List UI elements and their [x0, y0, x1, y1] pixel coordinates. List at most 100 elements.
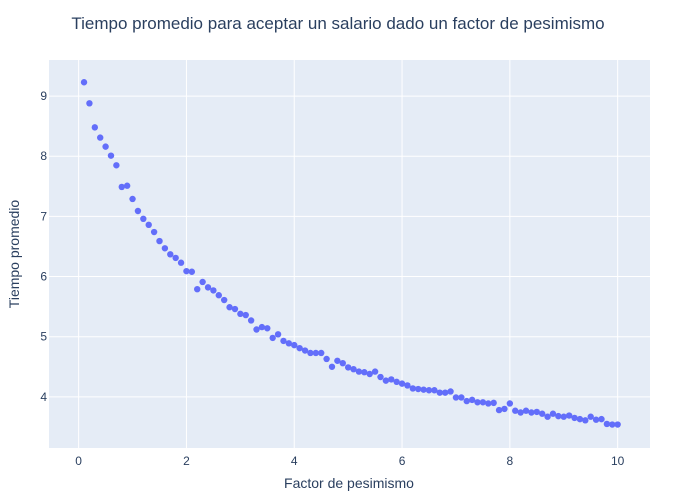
data-point: [210, 287, 217, 294]
y-tick-label: 9: [40, 89, 47, 103]
data-point: [318, 349, 325, 357]
data-point: [199, 278, 206, 286]
y-tick-label: 8: [40, 149, 47, 163]
data-point: [264, 325, 271, 332]
data-point: [425, 387, 433, 394]
plot-area: [49, 60, 650, 448]
data-point: [118, 183, 125, 191]
data-point: [506, 400, 514, 407]
data-points: [80, 79, 621, 428]
data-point: [177, 259, 185, 266]
data-point: [371, 368, 379, 375]
data-point: [598, 415, 605, 423]
data-point: [436, 389, 443, 396]
data-point: [517, 409, 524, 416]
data-point: [479, 399, 487, 406]
data-point: [296, 344, 303, 352]
data-point: [194, 285, 201, 293]
data-point: [609, 421, 616, 428]
data-point: [528, 409, 535, 416]
data-point: [468, 396, 476, 404]
data-point: [382, 377, 390, 384]
data-point: [80, 79, 88, 86]
data-point: [587, 413, 594, 420]
data-point: [237, 310, 244, 318]
grid-lines: [49, 60, 650, 448]
data-point: [458, 394, 465, 401]
data-point: [404, 382, 411, 389]
data-point: [495, 406, 503, 414]
data-point: [582, 417, 589, 424]
data-point: [150, 228, 158, 236]
data-point: [366, 370, 373, 378]
data-point: [253, 326, 260, 333]
data-point: [603, 420, 611, 428]
data-point: [463, 397, 470, 405]
data-point: [533, 408, 541, 416]
data-point: [247, 317, 255, 324]
data-point: [231, 305, 239, 313]
data-point: [86, 100, 93, 107]
data-point: [328, 363, 336, 370]
data-point: [102, 143, 109, 150]
x-tick-label: 10: [611, 454, 625, 468]
data-point: [355, 368, 363, 375]
y-tick-label: 7: [40, 209, 47, 223]
data-point: [431, 387, 438, 394]
data-point: [307, 349, 314, 357]
x-tick-label: 8: [507, 454, 514, 468]
data-point: [183, 267, 190, 275]
data-point: [269, 334, 276, 342]
data-point: [420, 386, 427, 393]
y-axis-label: Tiempo promedio: [6, 200, 22, 309]
data-point: [145, 221, 152, 229]
x-tick-label: 4: [291, 454, 298, 468]
x-tick-label: 2: [183, 454, 190, 468]
data-point: [188, 268, 196, 275]
x-axis-label: Factor de pesimismo: [284, 475, 414, 491]
data-point: [129, 195, 136, 203]
data-point: [485, 400, 492, 407]
data-point: [344, 364, 352, 371]
data-point: [398, 380, 406, 387]
data-point: [565, 412, 573, 419]
data-point: [156, 237, 163, 245]
data-point: [312, 349, 320, 357]
data-point: [226, 304, 233, 311]
data-point: [501, 405, 508, 413]
data-point: [291, 341, 298, 349]
data-point: [204, 284, 212, 291]
data-point: [549, 410, 557, 417]
data-point: [522, 407, 530, 414]
data-point: [123, 182, 131, 189]
data-point: [242, 311, 249, 319]
data-point: [350, 365, 357, 373]
data-point: [161, 245, 169, 252]
data-point: [388, 376, 395, 383]
data-point: [452, 394, 460, 401]
data-point: [274, 331, 282, 338]
data-point: [361, 369, 368, 376]
x-tick-label: 0: [75, 454, 82, 468]
data-point: [172, 254, 179, 262]
data-point: [220, 296, 228, 304]
data-point: [323, 355, 330, 363]
data-point: [301, 347, 309, 354]
data-point: [91, 124, 99, 131]
data-point: [447, 388, 454, 395]
data-point: [113, 162, 120, 169]
data-point: [592, 416, 600, 423]
data-point: [544, 413, 551, 420]
data-point: [285, 340, 293, 347]
data-point: [280, 337, 287, 345]
x-tick-label: 6: [399, 454, 406, 468]
data-point: [393, 378, 400, 386]
data-point: [555, 412, 562, 420]
data-point: [571, 414, 578, 422]
data-point: [576, 415, 584, 423]
data-point: [377, 373, 384, 381]
data-point: [474, 399, 481, 406]
data-point: [215, 292, 222, 299]
y-axis-ticks: 4 5 6 7 8 9: [40, 89, 47, 404]
